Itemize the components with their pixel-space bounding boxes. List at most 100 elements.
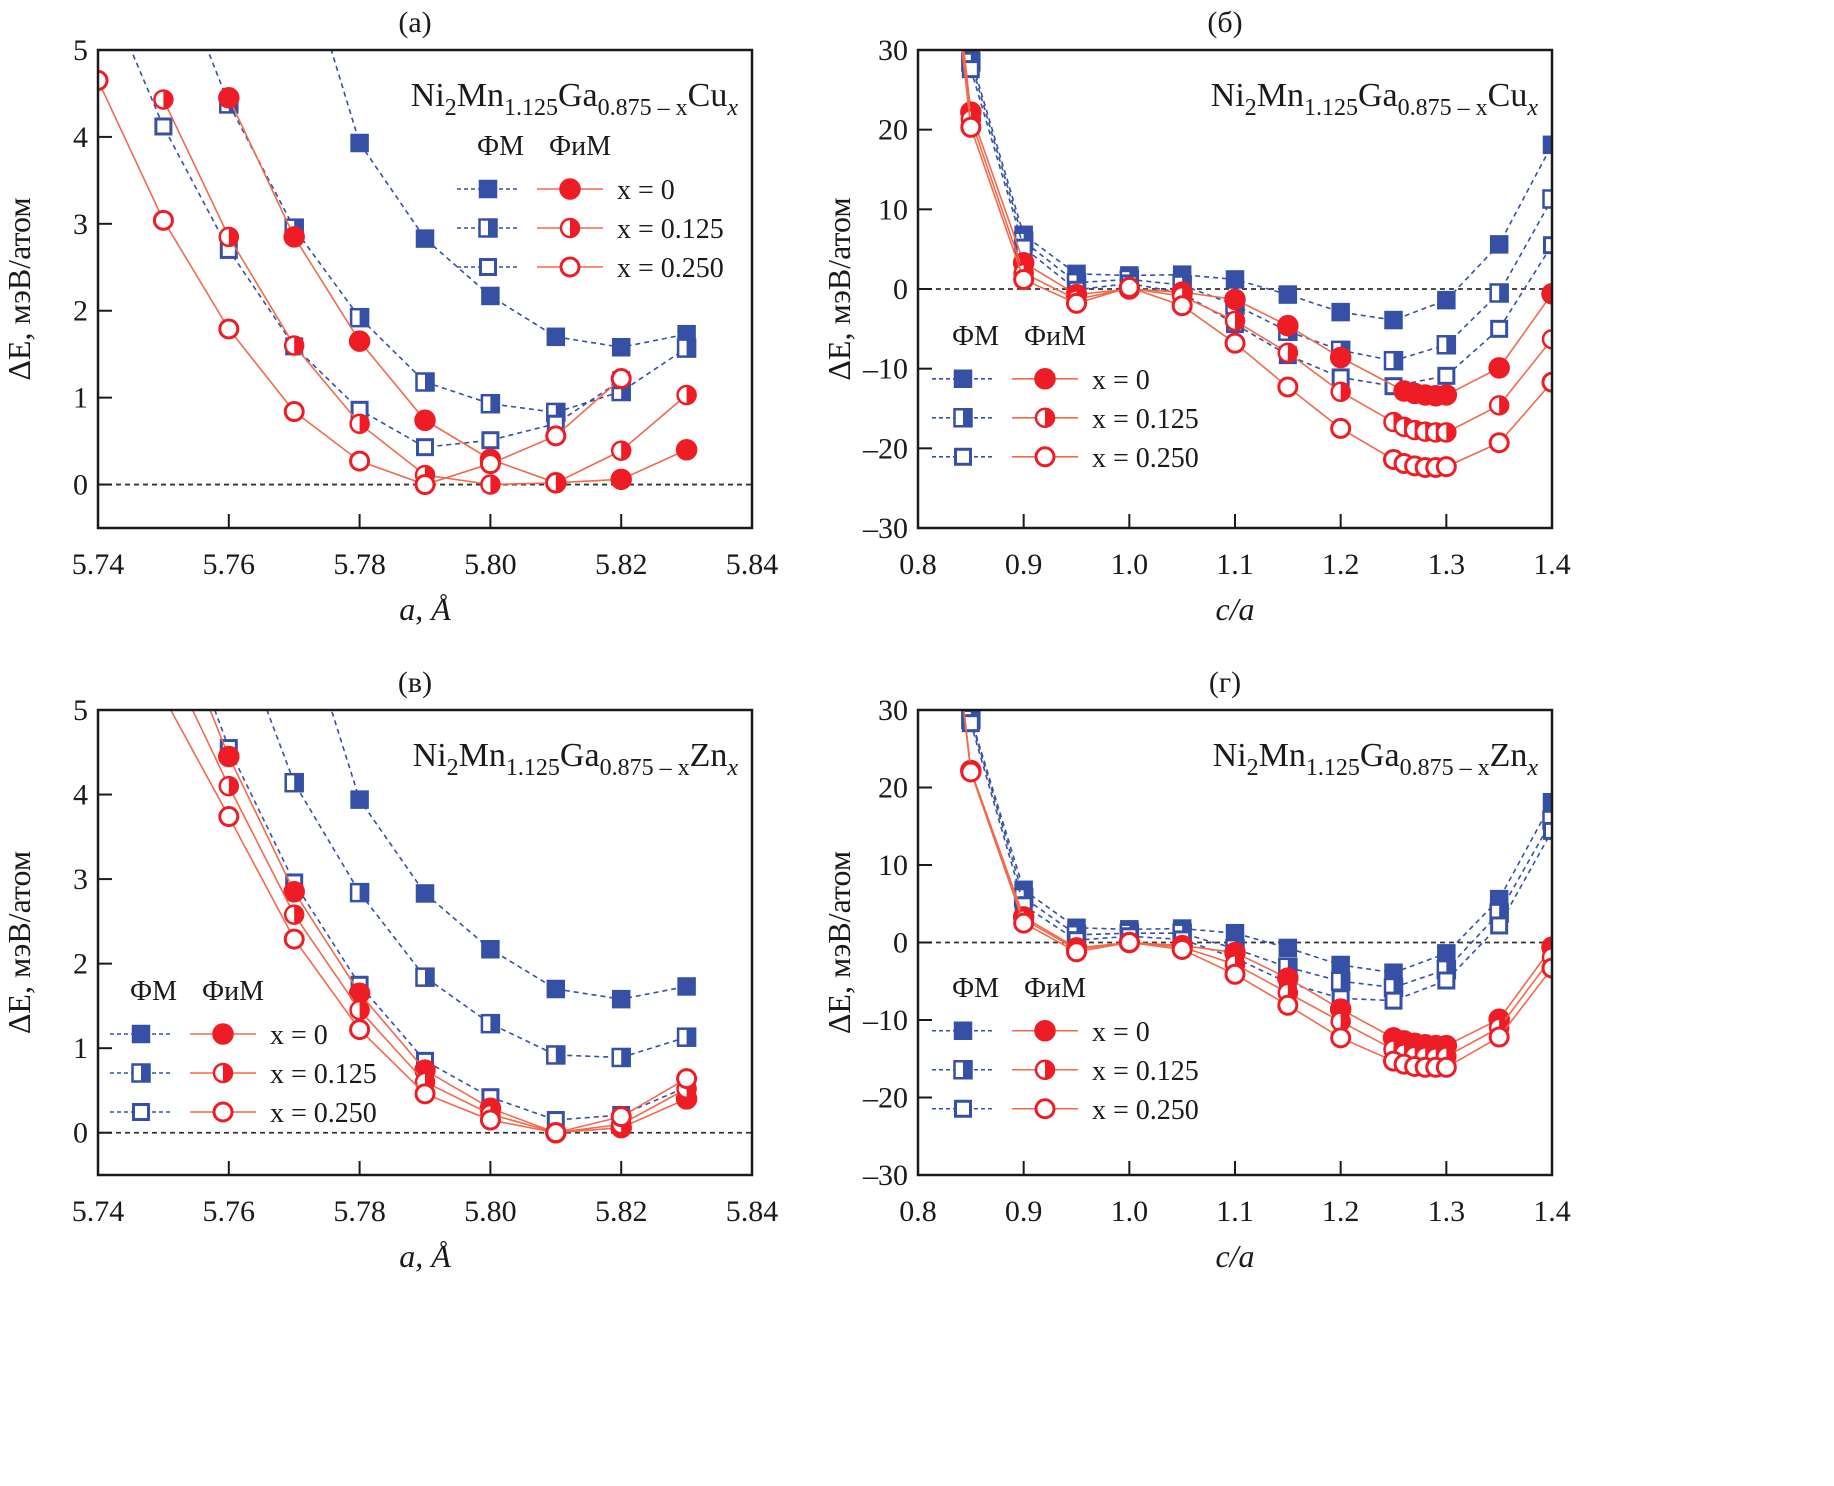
formula-subscript: 1.125 bbox=[1306, 755, 1360, 781]
compound-formula: Ni2Mn1.125Ga0.875 – xZnx bbox=[1213, 737, 1539, 781]
formula-element: Ni bbox=[1211, 77, 1245, 114]
series-fm-full bbox=[330, 710, 696, 1009]
formula-subscript: 0.875 – x bbox=[600, 755, 690, 781]
legend-label: x = 0.250 bbox=[1092, 443, 1199, 474]
y-tick-label: 2 bbox=[73, 295, 88, 328]
data-point bbox=[1171, 295, 1193, 317]
data-point bbox=[1066, 292, 1087, 314]
compound-formula: Ni2Mn1.125Ga0.875 – xCux bbox=[411, 77, 739, 121]
data-point bbox=[1435, 384, 1458, 406]
legend-fm-marker-fill bbox=[488, 219, 497, 237]
formula-element: Ni bbox=[1213, 737, 1247, 774]
legend-fm-marker-fill bbox=[963, 1061, 972, 1079]
data-point-fill bbox=[686, 339, 696, 357]
compound-formula: Ni2Mn1.125Ga0.875 – xZnx bbox=[413, 737, 739, 781]
y-tick-label: –20 bbox=[862, 432, 908, 465]
data-point bbox=[349, 1019, 371, 1041]
data-point bbox=[610, 368, 632, 390]
data-point bbox=[1490, 916, 1509, 935]
series-line bbox=[266, 710, 687, 1059]
panel-b: (б) 0.8 0.9 1.0 1.1 1.2 1.3 1.4 –30 –20 –10 0 10 20 30… bbox=[821, 6, 1571, 627]
formula-subscript: 0.875 – x bbox=[598, 95, 688, 121]
y-tick-label: 30 bbox=[878, 34, 908, 67]
data-point bbox=[1277, 314, 1299, 337]
panel-label: (а) bbox=[398, 6, 431, 39]
legend-fm-marker bbox=[954, 447, 972, 466]
x-axis-title: a, Å bbox=[399, 1238, 451, 1274]
panel-d: (г) 0.8 0.9 1.0 1.1 1.2 1.3 1.4 –30 –20 –10 0 10 20 30… bbox=[821, 666, 1571, 1274]
y-tick-label: –30 bbox=[862, 1159, 908, 1192]
legend-item: x = 0.125 bbox=[110, 1059, 377, 1090]
data-point-fill bbox=[359, 1001, 369, 1020]
data-point bbox=[414, 1083, 436, 1105]
formula-element: Ga bbox=[1360, 737, 1400, 774]
data-point-fill bbox=[1446, 423, 1456, 442]
series-group bbox=[960, 710, 1552, 1078]
data-point bbox=[610, 1106, 632, 1128]
legend-label: x = 0.125 bbox=[270, 1059, 377, 1090]
data-point-fill bbox=[1287, 958, 1297, 976]
data-point bbox=[1488, 357, 1510, 379]
data-point bbox=[1541, 957, 1552, 979]
x-tick-label: 1.3 bbox=[1428, 548, 1466, 581]
legend-fm-marker bbox=[954, 1099, 972, 1118]
formula-subscript: 0.875 – x bbox=[1400, 755, 1490, 781]
y-tick-label: 1 bbox=[73, 1032, 88, 1065]
y-tick-label: 20 bbox=[878, 772, 908, 805]
data-point bbox=[218, 806, 240, 828]
x-tick-label: 5.76 bbox=[203, 548, 256, 581]
data-point-fill bbox=[686, 386, 696, 405]
formula-element: Mn bbox=[459, 737, 506, 774]
data-point-fill bbox=[425, 373, 434, 391]
data-point bbox=[1542, 792, 1552, 812]
x-tick-label: 5.80 bbox=[464, 1195, 517, 1228]
y-tick-label: 5 bbox=[73, 34, 88, 67]
y-tick-label: 20 bbox=[878, 114, 908, 147]
legend-label: x = 0.125 bbox=[1092, 1056, 1199, 1087]
data-point-fill bbox=[1235, 311, 1244, 330]
data-point bbox=[1118, 932, 1140, 953]
data-point-fill bbox=[1552, 190, 1561, 207]
legend-header-fim: ФиМ bbox=[1024, 973, 1086, 1004]
data-point bbox=[546, 979, 566, 999]
data-point bbox=[481, 940, 500, 959]
data-point bbox=[1437, 366, 1456, 385]
y-axis-title: ΔE, мэВ/атом bbox=[1, 851, 37, 1034]
series-group bbox=[98, 50, 698, 496]
data-point-fill bbox=[490, 475, 500, 494]
legend-item: x = 0 bbox=[932, 365, 1150, 396]
legend-fm-marker-fill bbox=[963, 409, 972, 427]
data-point bbox=[960, 116, 982, 138]
data-point bbox=[1384, 310, 1403, 330]
legend-item: x = 0.250 bbox=[932, 443, 1199, 474]
data-point bbox=[961, 714, 980, 733]
compound-formula: Ni2Mn1.125Ga0.875 – xCux bbox=[1211, 77, 1539, 121]
legend-fim-marker bbox=[559, 256, 581, 278]
data-point bbox=[1329, 346, 1352, 369]
formula-element: Ni bbox=[411, 77, 445, 114]
data-point bbox=[546, 327, 566, 347]
series-line bbox=[228, 97, 687, 484]
formula-element: Mn bbox=[1259, 737, 1306, 774]
data-point-fill bbox=[490, 1015, 499, 1033]
series-fim-full bbox=[218, 87, 698, 494]
data-point bbox=[1224, 288, 1246, 311]
x-tick-label: 1.2 bbox=[1322, 1195, 1360, 1228]
formula-element: Zn bbox=[1490, 737, 1528, 774]
y-tick-label: 2 bbox=[73, 948, 88, 981]
formula-element: Ni bbox=[413, 737, 447, 774]
legend-item: x = 0.250 bbox=[457, 253, 724, 284]
data-point-fill bbox=[294, 336, 304, 355]
series-fm-half bbox=[266, 710, 697, 1068]
x-tick-label: 0.8 bbox=[899, 1195, 937, 1228]
formula-subscript: 2 bbox=[447, 755, 459, 781]
data-point-fill bbox=[1499, 904, 1508, 922]
formula-subscript: 1.125 bbox=[504, 95, 558, 121]
x-tick-label: 5.82 bbox=[595, 548, 648, 581]
data-point bbox=[415, 229, 435, 248]
y-tick-label: 4 bbox=[73, 779, 88, 812]
legend-header-fm: ФМ bbox=[130, 976, 177, 1007]
x-tick-label: 0.8 bbox=[899, 548, 937, 581]
data-point-fill bbox=[359, 414, 369, 433]
data-point bbox=[1541, 328, 1552, 350]
